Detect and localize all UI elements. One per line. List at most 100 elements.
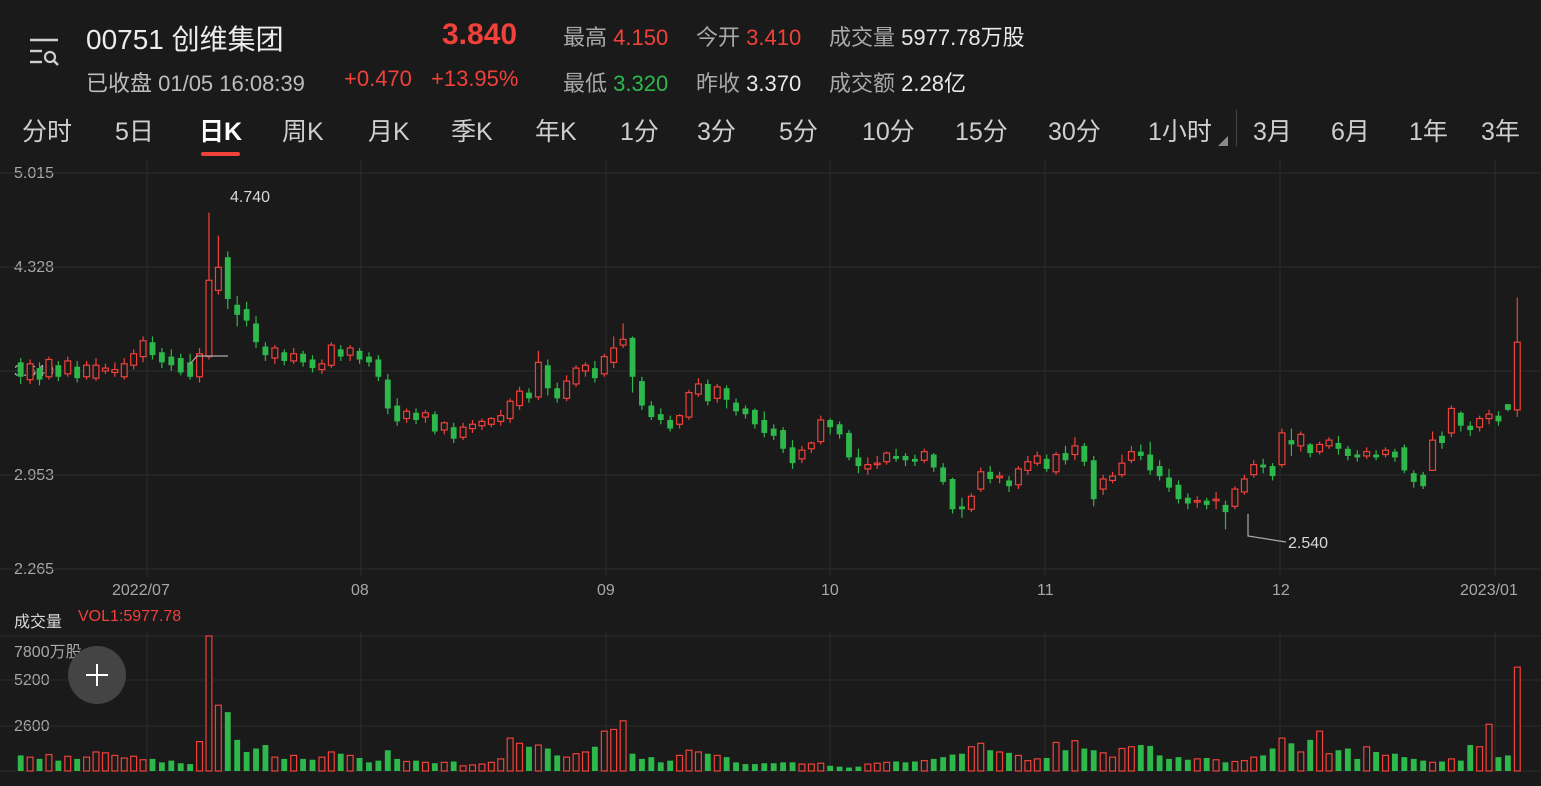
candle: [733, 398, 739, 416]
candle: [827, 418, 834, 435]
tab-weekly-k[interactable]: 周K: [282, 118, 324, 146]
volume-bar: [487, 761, 495, 772]
candle: [1166, 468, 1172, 492]
candle-body: [817, 419, 825, 443]
candle-body: [1354, 454, 1361, 458]
tab-3min[interactable]: 3分: [697, 118, 736, 146]
candle: [1504, 404, 1511, 412]
candle-body: [967, 495, 975, 510]
candle: [1156, 460, 1163, 481]
candle: [234, 296, 241, 327]
volume-bar: [1240, 760, 1248, 772]
candle: [1043, 454, 1050, 472]
tab-5day[interactable]: 5日: [115, 118, 154, 146]
volume-bar: [243, 751, 250, 771]
stat-volume: 成交量 5977.78万股: [829, 20, 1025, 52]
candle-body: [685, 392, 693, 418]
add-indicator-button[interactable]: [68, 646, 126, 704]
candle-body: [366, 356, 372, 363]
tab-6month[interactable]: 6月: [1331, 118, 1370, 146]
tab-3year[interactable]: 3年: [1481, 118, 1520, 146]
x-tick-label: 12: [1272, 582, 1290, 599]
volume-bar: [1476, 746, 1484, 772]
x-tick-label: 10: [821, 582, 839, 599]
candle-body: [742, 408, 749, 415]
volume-bar: [158, 762, 165, 771]
volume-bar: [1420, 760, 1427, 771]
volume-bar: [742, 764, 749, 771]
candle: [893, 448, 899, 462]
tab-intraday[interactable]: 分时: [22, 118, 73, 146]
menu-search-icon[interactable]: [28, 36, 60, 70]
candle: [1495, 411, 1502, 426]
volume-bar: [101, 752, 109, 772]
volume-bar: [902, 762, 909, 771]
candle: [1278, 428, 1286, 468]
candle-body: [1495, 415, 1502, 422]
candle-body: [1307, 444, 1314, 454]
tab-yearly-k[interactable]: 年K: [535, 118, 577, 146]
candle-body: [205, 279, 213, 358]
volume-bar: [1354, 758, 1361, 771]
candle: [600, 353, 608, 377]
candle-body: [497, 415, 505, 422]
candle-body: [413, 412, 419, 420]
tab-15min[interactable]: 15分: [955, 118, 1008, 146]
volume-bar: [648, 757, 655, 771]
candle-body: [506, 400, 514, 420]
candle: [657, 408, 664, 425]
candle: [36, 362, 43, 386]
tab-3month[interactable]: 3月: [1253, 118, 1292, 146]
candle: [1269, 463, 1276, 481]
candle: [723, 385, 730, 409]
tab-5min[interactable]: 5分: [779, 118, 818, 146]
volume-bar: [290, 754, 298, 772]
more-intervals-indicator[interactable]: [1218, 136, 1228, 146]
candle-body: [101, 367, 109, 372]
volume-bar: [1156, 755, 1163, 771]
candle: [177, 353, 184, 376]
volume-bar: [761, 763, 768, 771]
volume-bar: [817, 762, 825, 772]
tab-quarterly-k[interactable]: 季K: [451, 118, 493, 146]
candle-body: [996, 475, 1004, 479]
candle: [337, 345, 344, 361]
candle-body: [733, 402, 739, 412]
candle: [1401, 444, 1408, 474]
stat-prev-close-value: 3.370: [746, 71, 802, 96]
candle: [1363, 447, 1371, 459]
tab-1min[interactable]: 1分: [620, 118, 659, 146]
candle: [761, 411, 768, 438]
volume-bar: [704, 753, 711, 771]
volume-chart[interactable]: [0, 632, 1541, 782]
candle-body: [563, 380, 571, 399]
candle-body: [751, 409, 758, 425]
active-tab-indicator: [201, 152, 240, 156]
volume-bar: [214, 704, 222, 772]
candle-body: [1316, 443, 1324, 453]
volume-bar: [516, 742, 524, 772]
candle-body: [723, 388, 730, 400]
candle-body: [987, 471, 994, 479]
candle-body: [1476, 417, 1484, 428]
candle: [1467, 421, 1474, 436]
tab-daily-k[interactable]: 日K: [199, 118, 243, 146]
current-price: 3.840: [442, 18, 518, 51]
candle: [516, 386, 524, 410]
tab-monthly-k[interactable]: 月K: [368, 118, 410, 146]
candle: [1316, 441, 1324, 455]
candle: [74, 360, 81, 383]
candle: [667, 415, 674, 432]
tab-1hour[interactable]: 1小时: [1148, 118, 1212, 146]
candlestick-chart[interactable]: 4.740 2.540: [0, 160, 1541, 580]
candle: [807, 441, 815, 454]
candle-body: [300, 353, 306, 363]
tab-30min[interactable]: 30分: [1048, 118, 1101, 146]
candle-body: [92, 364, 100, 379]
candle: [544, 359, 551, 396]
volume-bar: [1127, 746, 1135, 772]
candle-body: [421, 412, 429, 418]
candle: [610, 336, 618, 369]
tab-1year[interactable]: 1年: [1409, 118, 1448, 146]
tab-10min[interactable]: 10分: [862, 118, 915, 146]
